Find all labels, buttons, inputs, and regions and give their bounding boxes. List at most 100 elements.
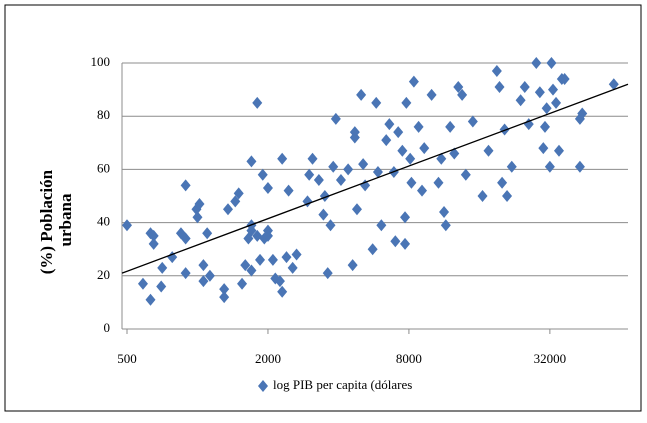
point: [499, 123, 510, 136]
point: [360, 179, 371, 192]
y-axis-label-line: (%) Población: [37, 169, 56, 274]
point: [405, 152, 416, 165]
point: [477, 190, 488, 202]
point: [257, 168, 268, 181]
point: [544, 160, 555, 173]
point: [180, 179, 191, 192]
point: [546, 57, 557, 69]
point: [408, 75, 419, 88]
x-tick-label: 500: [117, 351, 137, 366]
y-tick-label: 20: [97, 267, 110, 282]
point: [413, 120, 424, 133]
y-tick-label: 80: [97, 107, 110, 122]
point: [313, 174, 324, 187]
point: [608, 78, 619, 91]
point: [384, 118, 395, 131]
point: [574, 160, 585, 173]
point: [198, 275, 209, 288]
point: [157, 261, 168, 274]
point: [252, 96, 263, 109]
point: [277, 285, 288, 298]
point: [335, 174, 346, 187]
point: [483, 144, 494, 157]
point: [531, 57, 542, 69]
y-tick-label: 100: [91, 54, 111, 69]
point: [376, 219, 387, 232]
point: [351, 203, 362, 216]
point: [192, 211, 203, 224]
point: [491, 64, 502, 77]
point: [494, 80, 505, 93]
point: [523, 118, 534, 131]
point: [222, 203, 233, 216]
point: [541, 102, 552, 115]
point: [406, 176, 417, 189]
point: [262, 229, 273, 242]
point: [347, 259, 358, 272]
y-tick-label: 40: [97, 214, 110, 229]
point: [180, 232, 191, 245]
legend-marker: [258, 380, 268, 392]
point: [318, 208, 329, 221]
point: [148, 237, 159, 250]
point: [519, 80, 530, 93]
point: [145, 293, 156, 306]
point: [393, 126, 404, 139]
point: [548, 83, 559, 96]
point: [397, 144, 408, 157]
point: [304, 168, 315, 181]
point: [343, 163, 354, 176]
point: [400, 237, 411, 250]
point: [233, 187, 244, 200]
y-tick-label: 0: [104, 320, 111, 335]
point: [439, 205, 450, 218]
point: [122, 219, 133, 232]
point: [445, 120, 456, 133]
point: [281, 251, 292, 264]
point: [325, 219, 336, 232]
point: [167, 251, 178, 264]
point: [307, 152, 318, 165]
point: [417, 184, 428, 197]
legend-label: log PIB per capita (dólares: [273, 377, 412, 392]
point: [551, 96, 562, 109]
point: [322, 267, 333, 280]
point: [180, 267, 191, 280]
point: [219, 291, 230, 304]
point: [358, 158, 369, 171]
point: [255, 253, 266, 266]
point: [240, 259, 251, 272]
point: [194, 197, 205, 210]
x-tick-label: 32000: [534, 351, 567, 366]
point: [328, 160, 339, 173]
point: [559, 72, 570, 85]
point: [436, 152, 447, 165]
point: [515, 94, 526, 107]
point: [330, 112, 341, 125]
x-tick-label: 2000: [255, 351, 281, 366]
point: [219, 283, 230, 296]
point: [274, 275, 285, 288]
point: [453, 80, 464, 93]
point: [502, 190, 513, 202]
point: [390, 235, 401, 248]
point: [506, 160, 517, 173]
point: [538, 142, 549, 155]
point: [356, 88, 367, 101]
point: [277, 152, 288, 165]
point: [419, 142, 430, 155]
point: [433, 176, 444, 189]
point: [460, 168, 471, 181]
point: [497, 176, 508, 189]
y-axis-label: (%) Población urbana: [37, 166, 75, 275]
point: [440, 219, 451, 232]
point: [400, 211, 411, 224]
point: [148, 229, 159, 242]
point: [577, 107, 588, 120]
frame: [4, 4, 642, 412]
point: [246, 155, 257, 168]
trendline: [121, 83, 629, 274]
point: [291, 248, 302, 261]
point: [287, 261, 298, 274]
